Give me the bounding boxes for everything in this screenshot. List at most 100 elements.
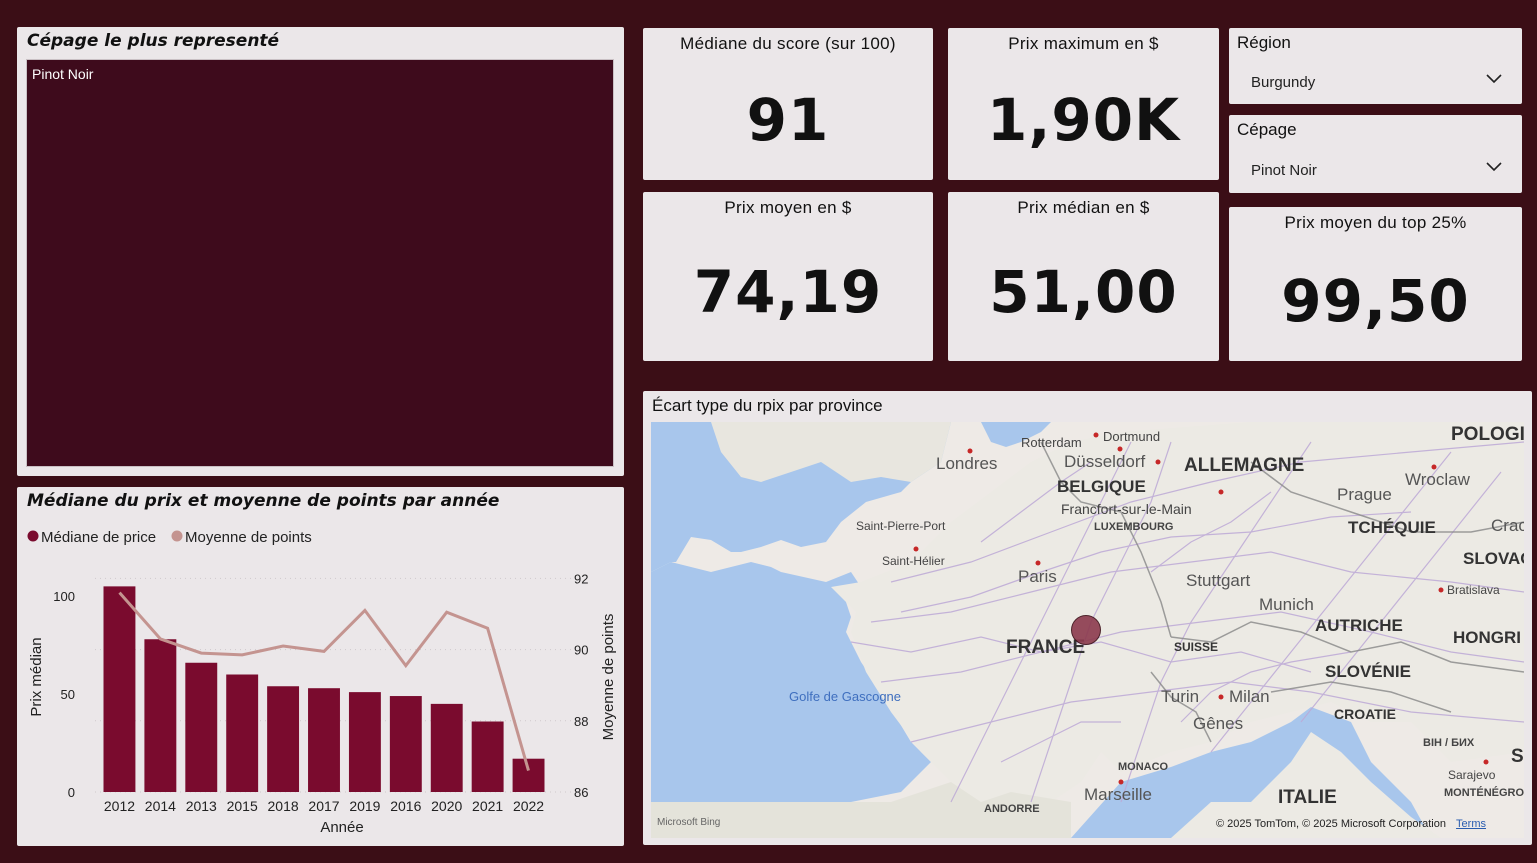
slicer-region-label: Région bbox=[1237, 33, 1291, 52]
chart-title: Médiane du prix et moyenne de points par… bbox=[27, 491, 500, 511]
legend-dot-mean-points bbox=[171, 530, 183, 542]
map-country-label: FRANCE bbox=[1006, 637, 1086, 658]
map-city-label: Wroclaw bbox=[1405, 470, 1470, 489]
kpi-label-median-price: Prix médian en $ bbox=[1017, 198, 1150, 217]
bar-median-price-2017[interactable] bbox=[308, 688, 340, 792]
x-tick-label: 2019 bbox=[349, 798, 380, 814]
x-tick-label: 2013 bbox=[186, 798, 217, 814]
kpi-value-max-price: 1,90K bbox=[986, 86, 1181, 154]
map-country-label: POLOGI bbox=[1451, 424, 1524, 445]
x-tick-label: 2017 bbox=[308, 798, 339, 814]
map-country-label: ALLEMAGNE bbox=[1184, 455, 1305, 476]
map-city-label: Saint-Pierre-Port bbox=[856, 519, 946, 533]
map-city-label: Turin bbox=[1161, 687, 1200, 706]
kpi-value-median-score: 91 bbox=[746, 86, 830, 154]
map-city-label: S bbox=[1511, 746, 1524, 767]
map-city-label: Stuttgart bbox=[1186, 571, 1251, 590]
map-background bbox=[651, 422, 1524, 838]
map-city-label: Cracc bbox=[1491, 516, 1524, 535]
map-city-label: Francfort-sur-le-Main bbox=[1061, 501, 1192, 517]
x-tick-label: 2021 bbox=[472, 798, 503, 814]
bar-median-price-2020[interactable] bbox=[430, 703, 463, 792]
map-city-label: Sarajevo bbox=[1448, 768, 1496, 782]
bar-median-price-2014[interactable] bbox=[144, 639, 177, 792]
y-right-tick-label: 92 bbox=[574, 571, 588, 586]
y-right-tick-label: 88 bbox=[574, 714, 588, 729]
kpi-label-median-score: Médiane du score (sur 100) bbox=[680, 34, 896, 53]
slicer-cepage[interactable]: Cépage Pinot Noir bbox=[1229, 115, 1522, 193]
bar-median-price-2018[interactable] bbox=[267, 686, 300, 792]
map-country-label: SLOVÉNIE bbox=[1325, 662, 1411, 681]
map-city-label: Munich bbox=[1259, 595, 1314, 614]
kpi-card-median-score: Médiane du score (sur 100) 91 bbox=[643, 28, 933, 180]
map-terms-link[interactable]: Terms bbox=[1456, 818, 1486, 830]
map-country-label: SLOVAC bbox=[1463, 549, 1524, 568]
map-city-label: Bratislava bbox=[1447, 583, 1500, 597]
kpi-card-top25-mean-price: Prix moyen du top 25% 99,50 bbox=[1229, 207, 1522, 361]
slicer-cepage-value[interactable]: Pinot Noir bbox=[1251, 162, 1317, 179]
bar-median-price-2019[interactable] bbox=[348, 692, 381, 792]
x-tick-label: 2012 bbox=[104, 798, 135, 814]
legend-dot-median-price bbox=[27, 530, 39, 542]
map-city-label: Paris bbox=[1018, 567, 1057, 586]
map-sea-label: Golfe de Gascogne bbox=[789, 689, 902, 704]
map-city-label: Düsseldorf bbox=[1064, 452, 1146, 471]
kpi-label-mean-price: Prix moyen en $ bbox=[724, 198, 852, 217]
bar-median-price-2016[interactable] bbox=[389, 696, 422, 792]
map-city-label: Prague bbox=[1337, 485, 1392, 504]
map-country-label: BELGIQUE bbox=[1057, 477, 1146, 496]
x-axis-title: Année bbox=[320, 819, 363, 836]
legend-label-mean-points[interactable]: Moyenne de points bbox=[185, 529, 312, 546]
map-city-label: Rotterdam bbox=[1021, 435, 1082, 450]
treemap-tile-pinot-noir[interactable]: Pinot Noir bbox=[26, 59, 614, 467]
bar-median-price-2015[interactable] bbox=[226, 674, 259, 793]
x-tick-label: 2016 bbox=[390, 798, 421, 814]
bar-median-price-2012[interactable] bbox=[103, 586, 136, 792]
y-left-tick-label: 100 bbox=[53, 589, 75, 604]
map-country-label: MONTÉNÉGRO bbox=[1444, 787, 1524, 799]
bar-median-price-2022[interactable] bbox=[512, 758, 545, 792]
x-tick-label: 2022 bbox=[513, 798, 544, 814]
y-axis-right-title: Moyenne de points bbox=[600, 614, 617, 741]
bar-median-price-2021[interactable] bbox=[471, 721, 504, 793]
bing-logo: Microsoft Bing bbox=[657, 817, 721, 828]
y-right-tick-label: 86 bbox=[574, 785, 588, 800]
map-bubble-burgundy[interactable] bbox=[1071, 615, 1101, 645]
y-left-tick-label: 0 bbox=[68, 785, 75, 800]
map-city-label: Londres bbox=[936, 454, 998, 473]
map-country-label: BIH / БИХ bbox=[1423, 737, 1475, 749]
map-country-label: LUXEMBOURG bbox=[1094, 521, 1174, 533]
chevron-down-icon[interactable] bbox=[1486, 74, 1502, 84]
y-axis-left-title: Prix médian bbox=[28, 637, 45, 716]
map-city-label: Dortmund bbox=[1103, 429, 1161, 444]
map-city-label: Gênes bbox=[1193, 714, 1244, 733]
treemap-title: Cépage le plus representé bbox=[27, 31, 280, 51]
map-canvas[interactable]: Londres Rotterdam Dortmund Düsseldorf Fr… bbox=[651, 422, 1524, 838]
map-country-label: ANDORRE bbox=[984, 803, 1040, 815]
chevron-down-icon[interactable] bbox=[1486, 162, 1502, 172]
kpi-card-median-price: Prix médian en $ 51,00 bbox=[948, 192, 1219, 361]
kpi-label-top25: Prix moyen du top 25% bbox=[1284, 213, 1467, 232]
y-right-tick-label: 90 bbox=[574, 643, 588, 658]
map-title: Écart type du rpix par province bbox=[652, 396, 883, 415]
slicer-region-value[interactable]: Burgundy bbox=[1251, 74, 1316, 91]
map-country-label: CROATIE bbox=[1334, 706, 1396, 722]
bar-median-price-2013[interactable] bbox=[185, 662, 218, 792]
series-line-mean-points[interactable] bbox=[118, 591, 530, 772]
legend-label-median-price[interactable]: Médiane de price bbox=[41, 529, 156, 546]
map-country-label: ITALIE bbox=[1278, 787, 1337, 808]
x-tick-label: 2018 bbox=[268, 798, 299, 814]
price-points-chart-panel: Médiane du prix et moyenne de points par… bbox=[17, 487, 624, 846]
y-left-tick-label: 50 bbox=[61, 687, 75, 702]
map-city-label: Marseille bbox=[1084, 785, 1153, 804]
slicer-cepage-label: Cépage bbox=[1237, 120, 1297, 139]
treemap-panel: Cépage le plus representé Pinot Noir bbox=[17, 27, 624, 476]
map-city-label: Milan bbox=[1229, 687, 1270, 706]
kpi-value-top25: 99,50 bbox=[1281, 267, 1470, 335]
treemap-tile-label: Pinot Noir bbox=[32, 66, 94, 82]
slicer-region[interactable]: Région Burgundy bbox=[1229, 28, 1522, 104]
x-tick-label: 2020 bbox=[431, 798, 462, 814]
x-tick-label: 2015 bbox=[227, 798, 258, 814]
price-points-chart: Médiane de price Moyenne de points 2012 2… bbox=[27, 529, 617, 836]
map-country-label: TCHÉQUIE bbox=[1348, 518, 1436, 537]
